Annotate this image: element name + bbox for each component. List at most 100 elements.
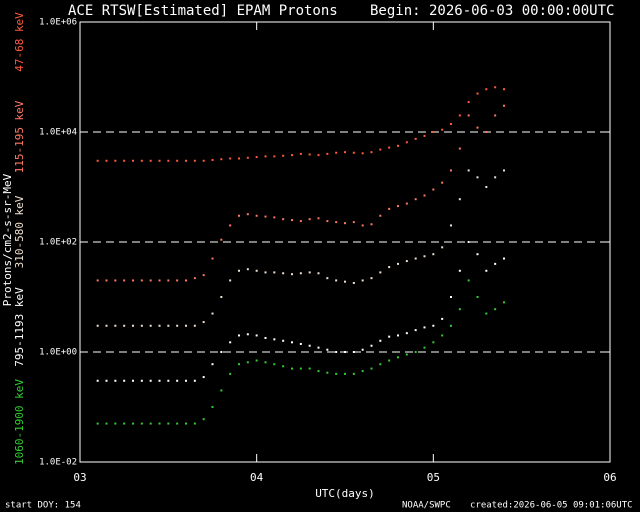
data-point (96, 159, 99, 162)
data-point (476, 126, 479, 129)
data-point (344, 351, 346, 353)
data-point (149, 379, 152, 382)
data-point (193, 379, 196, 382)
data-point (105, 159, 108, 162)
data-point (220, 158, 223, 161)
data-point (185, 422, 187, 425)
data-point (167, 422, 170, 425)
data-point (123, 279, 126, 282)
data-point (220, 351, 223, 353)
chart-title: ACE RTSW[Estimated] EPAM Protons (68, 3, 338, 19)
data-point (132, 379, 134, 382)
x-tick-label: 05 (427, 471, 440, 484)
data-point (299, 152, 302, 155)
legend-label: 1060-1900 keV (13, 379, 26, 465)
data-point (388, 359, 391, 362)
data-point (167, 279, 170, 282)
data-point (105, 422, 108, 425)
data-point (229, 224, 232, 227)
data-point (494, 114, 497, 117)
data-point (114, 159, 117, 162)
data-point (503, 104, 505, 107)
data-point (370, 344, 373, 347)
y-tick-label: 1.0E-02 (39, 458, 77, 468)
data-point (132, 422, 134, 425)
data-point (114, 422, 117, 425)
x-tick-label: 04 (250, 471, 264, 484)
data-point (282, 272, 285, 275)
data-point (335, 221, 338, 224)
data-point (494, 308, 497, 311)
data-point (149, 159, 152, 162)
data-point (485, 186, 488, 188)
data-point (211, 363, 214, 366)
data-point (299, 367, 302, 370)
data-point (123, 379, 126, 382)
data-point (441, 246, 444, 249)
data-point (405, 141, 408, 144)
footer-mid: NOAA/SWPC (402, 501, 451, 511)
data-point (370, 367, 373, 370)
data-point (229, 341, 232, 344)
data-point (202, 159, 205, 162)
data-point (255, 359, 258, 362)
data-point (344, 222, 346, 225)
data-point (202, 376, 205, 379)
legend-label: 47-68 keV (13, 12, 26, 72)
data-point (96, 324, 99, 327)
data-point (317, 154, 320, 157)
data-point (255, 156, 258, 159)
data-point (458, 147, 461, 150)
data-point (317, 370, 320, 373)
data-point (149, 422, 152, 425)
data-point (432, 324, 435, 327)
data-point (308, 367, 311, 370)
data-point (503, 169, 505, 172)
data-point (352, 151, 355, 154)
data-point (114, 279, 117, 282)
data-point (158, 324, 161, 327)
data-point (264, 336, 267, 339)
data-point (238, 157, 240, 160)
data-point (291, 341, 293, 344)
chart-subtitle: Begin: 2026-06-03 00:00:00UTC (370, 3, 614, 19)
data-point (450, 122, 452, 125)
data-point (397, 356, 399, 359)
data-point (397, 205, 399, 208)
data-point (352, 372, 355, 375)
data-point (423, 134, 426, 137)
data-point (361, 224, 364, 227)
data-point (211, 406, 214, 408)
data-point (361, 152, 364, 155)
data-point (123, 159, 126, 162)
data-point (450, 324, 452, 327)
data-point (361, 279, 364, 282)
data-point (494, 176, 497, 179)
data-point (352, 281, 355, 284)
data-point (467, 169, 470, 172)
data-point (414, 351, 417, 353)
y-tick-label: 1.0E+04 (39, 128, 77, 138)
data-point (467, 114, 470, 117)
data-point (167, 159, 170, 162)
data-point (379, 214, 382, 217)
data-point (397, 334, 399, 337)
data-point (405, 202, 408, 205)
data-point (494, 262, 497, 265)
data-point (379, 271, 382, 274)
data-point (397, 262, 399, 265)
data-point (238, 363, 240, 366)
data-point (132, 324, 134, 327)
data-point (414, 257, 417, 260)
data-point (370, 277, 373, 280)
data-point (458, 269, 461, 272)
data-point (450, 169, 452, 172)
data-point (344, 280, 346, 283)
data-point (238, 334, 240, 337)
data-point (149, 279, 152, 282)
data-point (308, 153, 311, 156)
data-point (432, 253, 435, 256)
data-point (176, 159, 179, 162)
y-tick-label: 1.0E+00 (39, 348, 77, 358)
data-point (114, 379, 117, 382)
